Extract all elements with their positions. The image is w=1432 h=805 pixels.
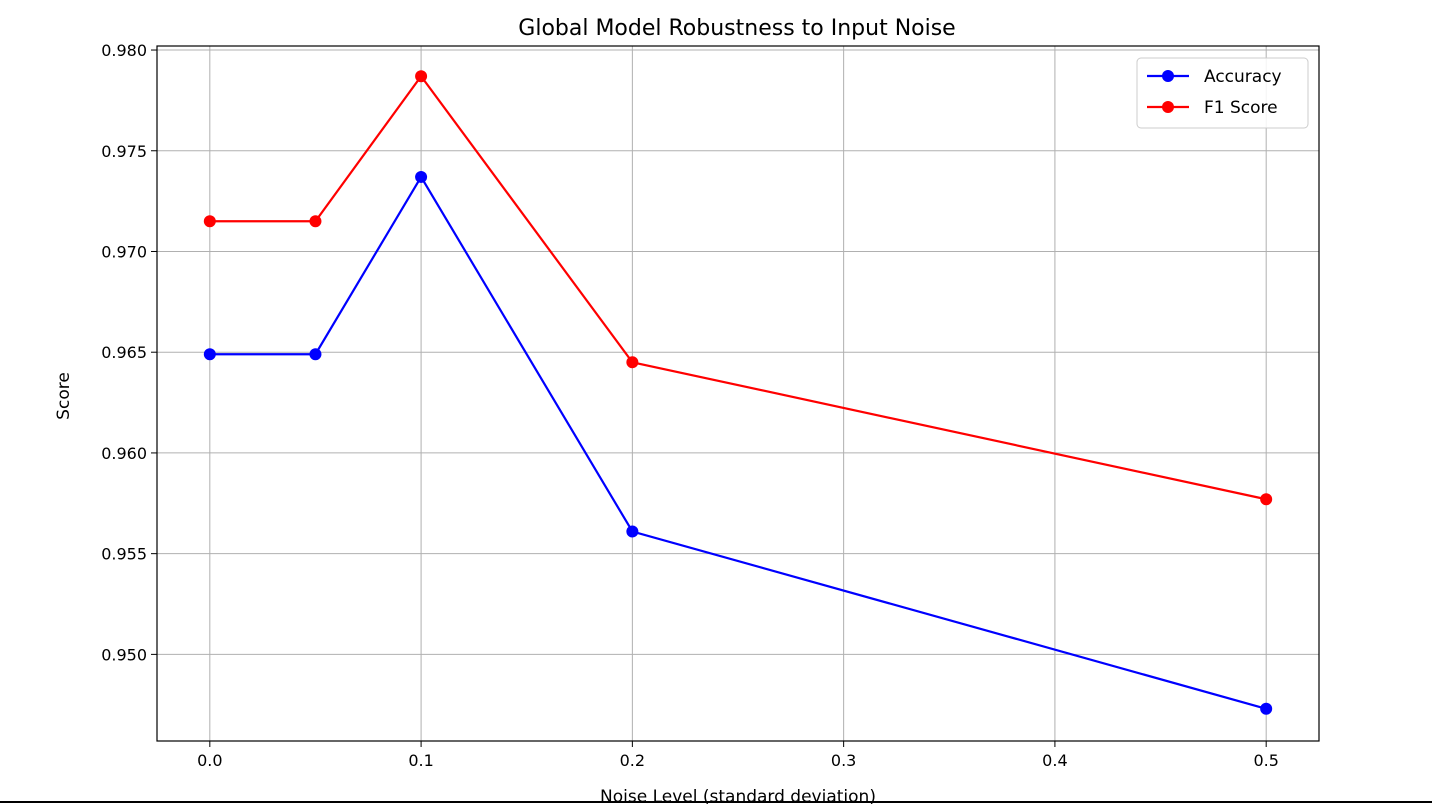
series-layer — [203, 70, 1273, 715]
y-tick-label: 0.955 — [101, 545, 147, 564]
f1-score-point — [1260, 493, 1273, 506]
x-tick-label: 0.5 — [1253, 751, 1278, 770]
y-tick-label: 0.950 — [101, 645, 147, 664]
accuracy-point — [1260, 702, 1273, 715]
accuracy-point — [626, 525, 639, 538]
x-tick-label: 0.3 — [831, 751, 856, 770]
x-tick-label: 0.4 — [1042, 751, 1067, 770]
legend-f1-score-label: F1 Score — [1204, 98, 1278, 118]
legend-accuracy-marker — [1162, 70, 1174, 82]
x-tick-label: 0.1 — [408, 751, 433, 770]
plot-frame — [156, 45, 1320, 742]
y-tick-label: 0.960 — [101, 444, 147, 463]
accuracy-line — [209, 174, 1267, 710]
legend-accuracy-label: Accuracy — [1204, 67, 1282, 87]
accuracy-point — [203, 348, 216, 361]
legend: Accuracy F1 Score — [1136, 57, 1309, 129]
f1-score-point — [415, 70, 428, 83]
f1-score-point — [626, 356, 639, 369]
y-tick-label: 0.975 — [101, 142, 147, 161]
legend-f1-score-marker — [1162, 101, 1174, 113]
y-tick-label: 0.965 — [101, 343, 147, 362]
f1-score-point — [203, 215, 216, 228]
accuracy-point — [415, 170, 428, 183]
x-axis-title: Noise Level (standard deviation) — [600, 787, 876, 805]
y-tick-label: 0.970 — [101, 242, 147, 261]
grid — [157, 46, 1319, 741]
accuracy-point — [309, 348, 322, 361]
x-tick-label: 0.0 — [197, 751, 222, 770]
y-axis-title: Score — [54, 372, 74, 420]
chart-title: Global Model Robustness to Input Noise — [518, 16, 955, 41]
f1-score-line — [209, 74, 1267, 501]
y-tick-label: 0.980 — [101, 41, 147, 60]
x-tick-label: 0.2 — [620, 751, 645, 770]
ticks: 0.0 0.1 0.2 0.3 0.4 0.5 0.950 0.955 0.960 0.965 0.… — [101, 41, 1279, 770]
f1-score-point — [309, 215, 322, 228]
